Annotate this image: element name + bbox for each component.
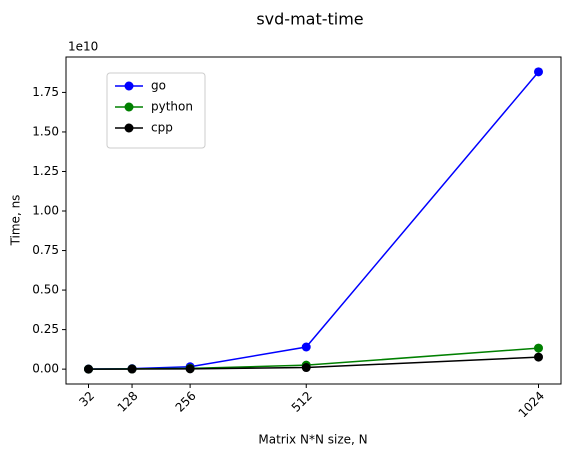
data-point: [301, 363, 311, 373]
data-point: [84, 364, 93, 374]
legend-marker: [124, 81, 134, 91]
chart-title: svd-mat-time: [256, 10, 363, 29]
x-tick-label: 512: [289, 389, 315, 415]
data-point: [534, 343, 543, 353]
data-point: [301, 342, 311, 352]
series-line: [88, 347, 539, 370]
y-tick-label: 1.25: [32, 164, 59, 178]
legend-label: python: [151, 100, 193, 114]
x-axis-label: Matrix N*N size, N: [258, 433, 367, 447]
y-tick-label: 1.50: [32, 124, 59, 138]
y-tick-label: 0.25: [32, 322, 59, 336]
data-point: [534, 352, 543, 362]
legend-marker: [124, 102, 134, 112]
legend-label: go: [151, 79, 166, 93]
x-tick-label: 128: [115, 389, 141, 415]
data-point: [185, 364, 195, 374]
y-axis-label: Time, ns: [9, 195, 23, 247]
x-tick-label: 32: [76, 389, 97, 410]
y-tick-label: 0.00: [32, 362, 59, 376]
legend-marker: [124, 123, 134, 133]
y-tick-label: 1.75: [32, 85, 59, 99]
x-tick-label: 1024: [516, 389, 547, 420]
y-tick-label: 1.00: [32, 204, 59, 218]
data-point: [534, 67, 543, 77]
data-point: [127, 364, 137, 374]
legend-label: cpp: [151, 121, 173, 135]
y-tick-label: 0.75: [32, 243, 59, 257]
y-offset-text: 1e10: [68, 40, 98, 54]
plot-frame: [65, 56, 562, 385]
y-tick-label: 0.50: [32, 283, 59, 297]
x-tick-label: 256: [173, 389, 199, 415]
